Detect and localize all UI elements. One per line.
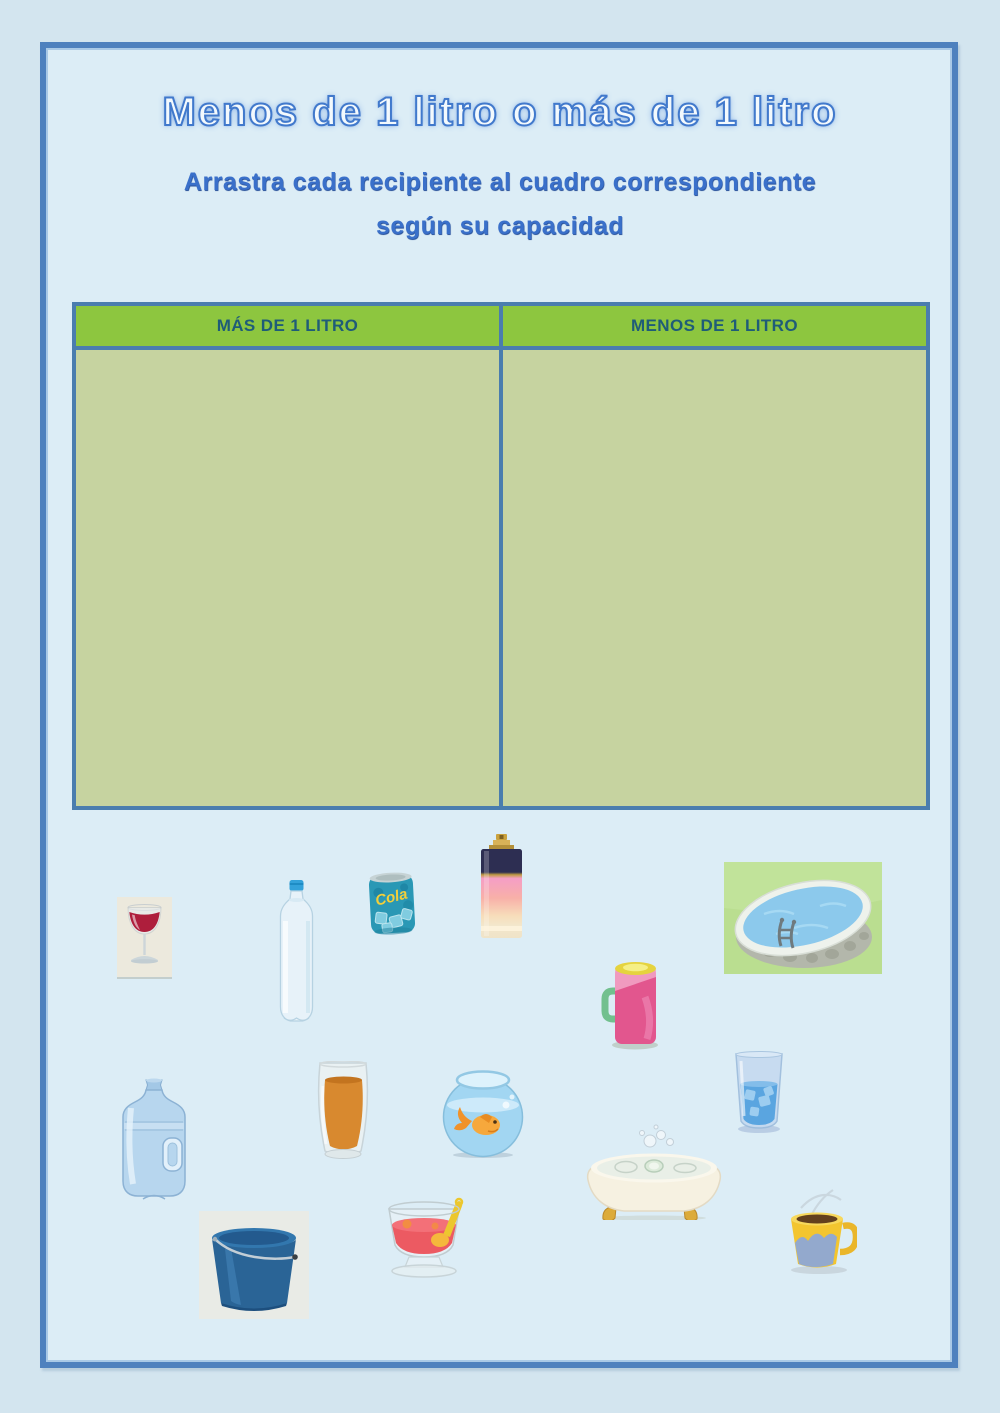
draggable-wine-glass[interactable] <box>117 897 172 977</box>
capacity-table: MÁS DE 1 LITRO MENOS DE 1 LITRO <box>72 302 930 810</box>
water-glass-icon <box>735 1051 783 1133</box>
draggable-thermos[interactable] <box>601 957 663 1051</box>
draggable-cola-can[interactable]: Cola <box>363 868 421 940</box>
plastic-water-bottle-icon <box>279 880 314 1022</box>
instruction-line-2: según su capacidad <box>376 212 624 240</box>
draggable-water-glass-with-ice[interactable] <box>728 1051 790 1137</box>
wine-glass-icon <box>127 904 162 964</box>
header-mas-de-1-litro: MÁS DE 1 LITRO <box>76 306 499 346</box>
perfume-bottle-icon <box>481 834 522 938</box>
thermos-icon <box>601 962 658 1050</box>
draggable-fishbowl[interactable] <box>436 1067 531 1158</box>
draggable-perfume-bottle[interactable] <box>474 834 529 943</box>
bucket-icon <box>212 1228 298 1311</box>
draggable-bucket[interactable] <box>199 1211 309 1319</box>
draggable-swimming-pool[interactable] <box>724 862 882 974</box>
juice-glass-icon <box>317 1061 369 1159</box>
cola-can-icon: Cola <box>368 872 416 935</box>
swimming-pool-icon <box>724 862 882 974</box>
dropzone-menos-de-1-litro[interactable] <box>503 350 926 806</box>
draggable-punch-bowl[interactable] <box>377 1195 471 1287</box>
bathtub-icon <box>586 1124 722 1220</box>
page-title: Menos de 1 litro o más de 1 litro <box>161 89 838 135</box>
dropzone-mas-de-1-litro[interactable] <box>76 350 499 806</box>
steam-icon <box>800 1189 842 1217</box>
draggable-plastic-water-bottle[interactable] <box>271 879 322 1025</box>
draggable-bathtub[interactable] <box>584 1123 724 1220</box>
coffee-mug-icon <box>791 1189 857 1274</box>
draggable-juice-glass[interactable] <box>308 1061 378 1164</box>
draggable-water-jug[interactable] <box>115 1078 193 1204</box>
cola-can-text: Cola <box>374 886 410 910</box>
header-menos-de-1-litro: MENOS DE 1 LITRO <box>503 306 926 346</box>
water-jug-icon <box>122 1078 186 1200</box>
punch-bowl-icon <box>388 1197 464 1278</box>
draggable-coffee-mug[interactable] <box>781 1186 857 1275</box>
fishbowl-icon <box>442 1070 524 1158</box>
instruction-line-1: Arrastra cada recipiente al cuadro corre… <box>183 168 817 196</box>
